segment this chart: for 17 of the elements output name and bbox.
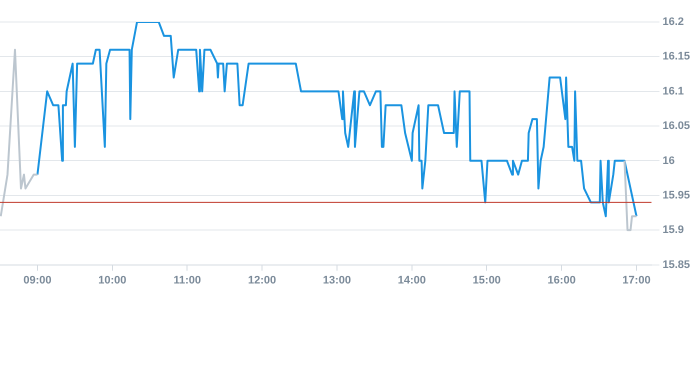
y-tick-label: 15.9: [662, 224, 684, 236]
y-tick-label: 16.1: [662, 85, 684, 98]
y-tick-label: 16.2: [662, 16, 684, 28]
x-tick-label: 11:00: [173, 274, 201, 286]
x-tick-label: 14:00: [398, 274, 426, 286]
y-tick-label: 15.95: [662, 189, 690, 202]
y-tick-label: 16.15: [662, 50, 690, 63]
y-tick-label: 15.85: [662, 258, 690, 271]
y-tick-label: 16.05: [662, 120, 690, 132]
x-tick-label: 12:00: [248, 274, 276, 286]
x-tick-label: 16:00: [548, 274, 576, 286]
x-tick-label: 13:00: [322, 274, 352, 286]
x-tick-label: 15:00: [472, 274, 501, 286]
x-tick-label: 17:00: [622, 274, 651, 286]
y-tick-label: 16: [662, 154, 675, 167]
x-tick-label: 10:00: [98, 274, 126, 286]
x-tick-label: 09:00: [23, 274, 52, 286]
